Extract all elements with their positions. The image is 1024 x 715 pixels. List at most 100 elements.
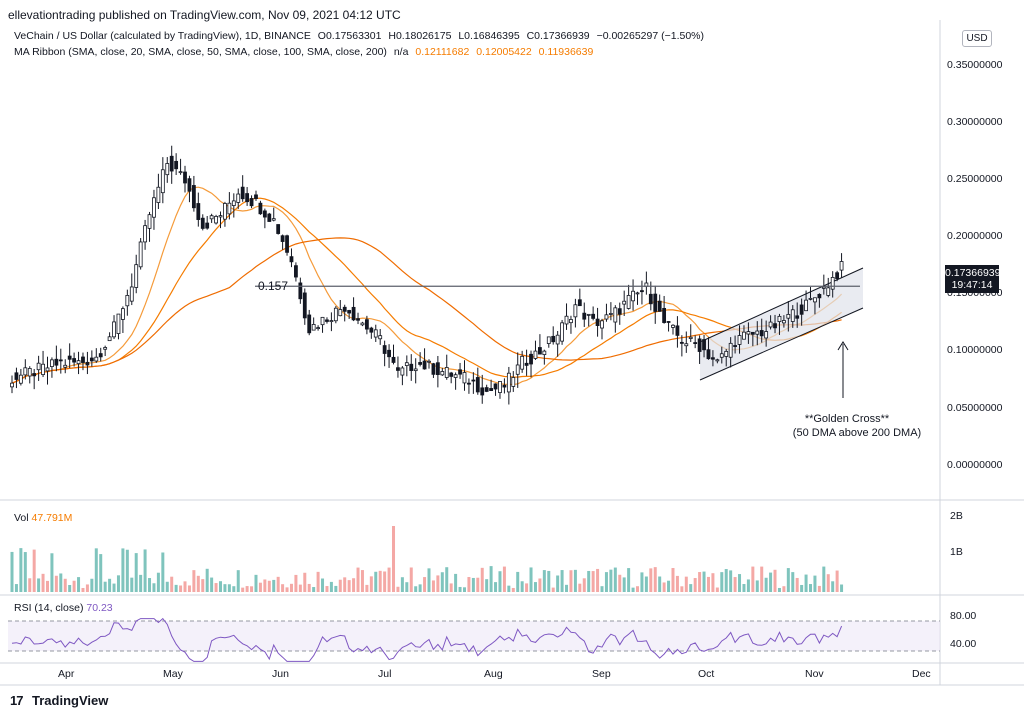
volume-bar [210,577,214,592]
candle-body [236,193,241,203]
candle-body [338,309,343,317]
tradingview-logo[interactable]: 17 TradingView [10,693,108,708]
volume-bar [556,575,560,592]
candle-body [311,324,316,331]
candle-body [533,350,538,359]
volume-bar [835,570,839,592]
candle-body [409,363,414,371]
volume-bar [289,583,293,592]
volume-bar [414,586,418,592]
candle-body [81,356,85,363]
volume-bar [352,578,356,592]
rsi-legend[interactable]: RSI (14, close) 70.23 [14,602,113,614]
volume-bar [94,548,98,592]
volume-bar [662,582,666,592]
candle-body [382,345,387,354]
currency-badge[interactable]: USD [962,30,992,47]
volume-bar [671,568,675,592]
volume-bar [786,568,790,592]
volume-bar [795,577,799,592]
ma-line-1 [11,186,843,386]
volume-bar [600,586,604,592]
candle-body [387,349,391,358]
y-tick-label: 0.05000000 [947,401,1003,414]
candle-body [688,336,693,339]
candle-body [152,197,156,218]
volume-bar [400,577,404,592]
volume-bar [201,579,205,592]
candle-body [795,315,800,319]
y-tick-label: 0.25000000 [947,173,1003,185]
candle-body [835,272,840,280]
volume-bar [392,526,396,592]
candle-body [498,381,502,393]
volume-bar [644,576,648,592]
last-price: 0.17366939 [945,267,1001,279]
grid [0,20,1024,686]
candle-body [333,307,338,322]
symbol-name[interactable]: VeChain / US Dollar (calculated by Tradi… [14,30,311,42]
candle-body [693,342,698,345]
candle-body [400,367,405,376]
volume-legend[interactable]: Vol 47.791M [14,512,72,524]
candle-body [294,265,298,278]
volume-bar [702,571,706,592]
x-tick-label: Aug [484,668,503,680]
candle-body [258,202,263,215]
candle-body [600,320,604,329]
volume-bar [369,576,373,592]
volume-bar [77,577,81,592]
candle-body [462,372,467,384]
candle-body [635,292,640,295]
volume-bar [148,578,152,592]
volume-bar [303,572,307,592]
volume-bar [263,579,267,592]
candle-body [54,358,59,366]
candle-body [711,357,715,360]
volume-bar [343,577,347,592]
candle-body [666,321,671,323]
volume-bar [511,587,515,592]
candle-body [67,355,72,360]
volume-bar [751,566,755,592]
x-tick-label: Nov [805,668,824,680]
volume-bar [347,580,351,592]
volume-bar [285,587,289,592]
candle-body [475,377,480,393]
candle-body [640,290,644,293]
volume-bar [698,572,702,592]
candle-body [546,336,551,344]
volume-bar [281,584,285,592]
volume-bar [578,583,582,592]
volume-bar [139,574,143,592]
candle-body [529,353,533,365]
candle-body [94,356,99,362]
volume-bar [161,552,165,592]
countdown: 19:47:14 [951,279,993,291]
candle-body [511,377,516,387]
candle-body [821,286,826,289]
volume-bar [622,577,626,592]
candle-body [320,316,325,326]
volume-bar [640,572,644,592]
volume-bar [10,551,14,592]
candle-body [480,387,485,396]
ma-value-2: 0.12005422 [476,46,532,58]
ma-title[interactable]: MA Ribbon (SMA, close, 20, SMA, close, 5… [14,46,387,58]
candle-body [750,331,755,335]
volume-bar [45,580,49,592]
volume-bar [609,569,613,592]
candle-body [489,388,494,391]
volume-bar [54,575,58,592]
volume-bar [334,585,338,592]
volume-bar [729,570,733,592]
volume-bar [711,573,715,592]
volume-bar [329,581,333,592]
candle-body [737,335,742,345]
candle-body [733,345,737,347]
volume-bar [130,577,134,592]
volume-bar [152,583,156,592]
volume-bar [108,578,112,592]
ma-line-2 [11,197,842,384]
